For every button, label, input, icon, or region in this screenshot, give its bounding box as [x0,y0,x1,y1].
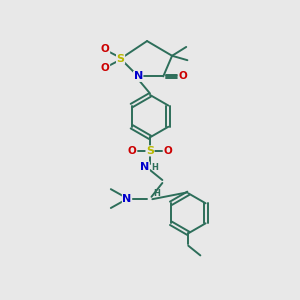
Text: N: N [140,162,149,172]
Text: N: N [134,71,143,81]
Text: N: N [122,194,132,204]
Text: O: O [128,146,136,156]
Text: S: S [146,146,154,156]
Text: O: O [101,63,110,73]
Text: H: H [151,163,158,172]
Text: O: O [164,146,172,156]
Text: O: O [101,44,110,54]
Text: O: O [178,71,187,81]
Text: S: S [117,54,124,64]
Text: H: H [153,189,160,198]
